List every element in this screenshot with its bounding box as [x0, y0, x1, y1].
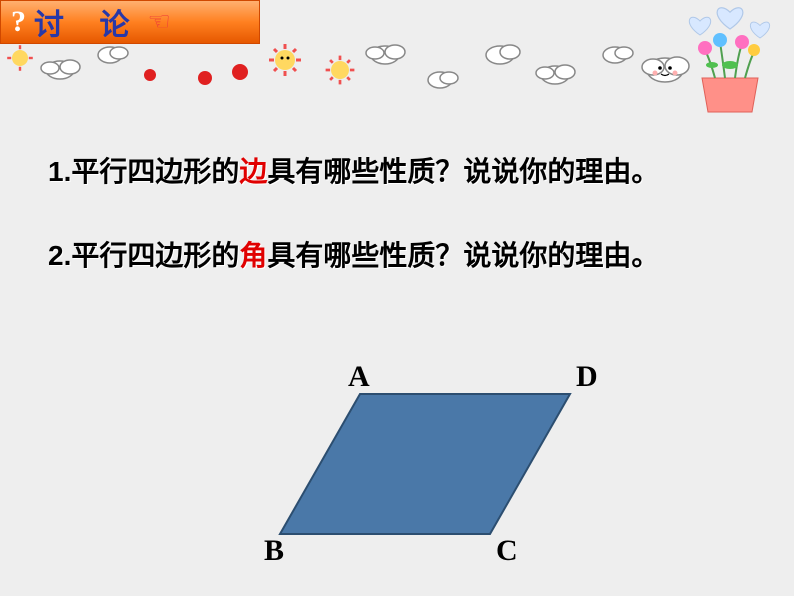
content-area: 1.平行四边形的边具有哪些性质？说说你的理由。 2.平行四边形的角具有哪些性质？… [48, 152, 748, 319]
sun-icon [7, 44, 354, 84]
red-dot-icon [144, 69, 156, 81]
question-mark-icon: ? [11, 5, 26, 39]
banner-title: 讨 论 [34, 0, 144, 44]
vertex-label-a: A [348, 360, 370, 394]
question-prefix: 平行四边形的 [71, 157, 239, 188]
flower-pot-icon [698, 33, 760, 112]
parallelogram-svg [260, 384, 620, 584]
question-prefix: 平行四边形的 [71, 241, 239, 272]
question-2: 2.平行四边形的角具有哪些性质？说说你的理由。 [48, 236, 748, 278]
question-suffix: 具有哪些性质？说说你的理由。 [267, 241, 659, 272]
heart-icon [689, 8, 769, 38]
question-suffix: 具有哪些性质？说说你的理由。 [267, 157, 659, 188]
hand-icon: ☜ [148, 7, 171, 37]
question-number: 1. [48, 156, 71, 187]
cloud-icon [41, 45, 689, 88]
question-highlight: 角 [239, 241, 267, 272]
vertex-label-d: D [576, 360, 598, 394]
vertex-label-b: B [264, 534, 284, 568]
vertex-label-c: C [496, 534, 518, 568]
question-number: 2. [48, 240, 71, 271]
question-1: 1.平行四边形的边具有哪些性质？说说你的理由。 [48, 152, 748, 194]
red-dot-icon [198, 71, 212, 85]
red-dot-icon [232, 64, 248, 80]
parallelogram-figure: A D B C [260, 384, 620, 584]
discussion-banner: ? 讨 论 ☜ [0, 0, 260, 44]
parallelogram-shape [280, 394, 570, 534]
question-highlight: 边 [239, 157, 267, 188]
